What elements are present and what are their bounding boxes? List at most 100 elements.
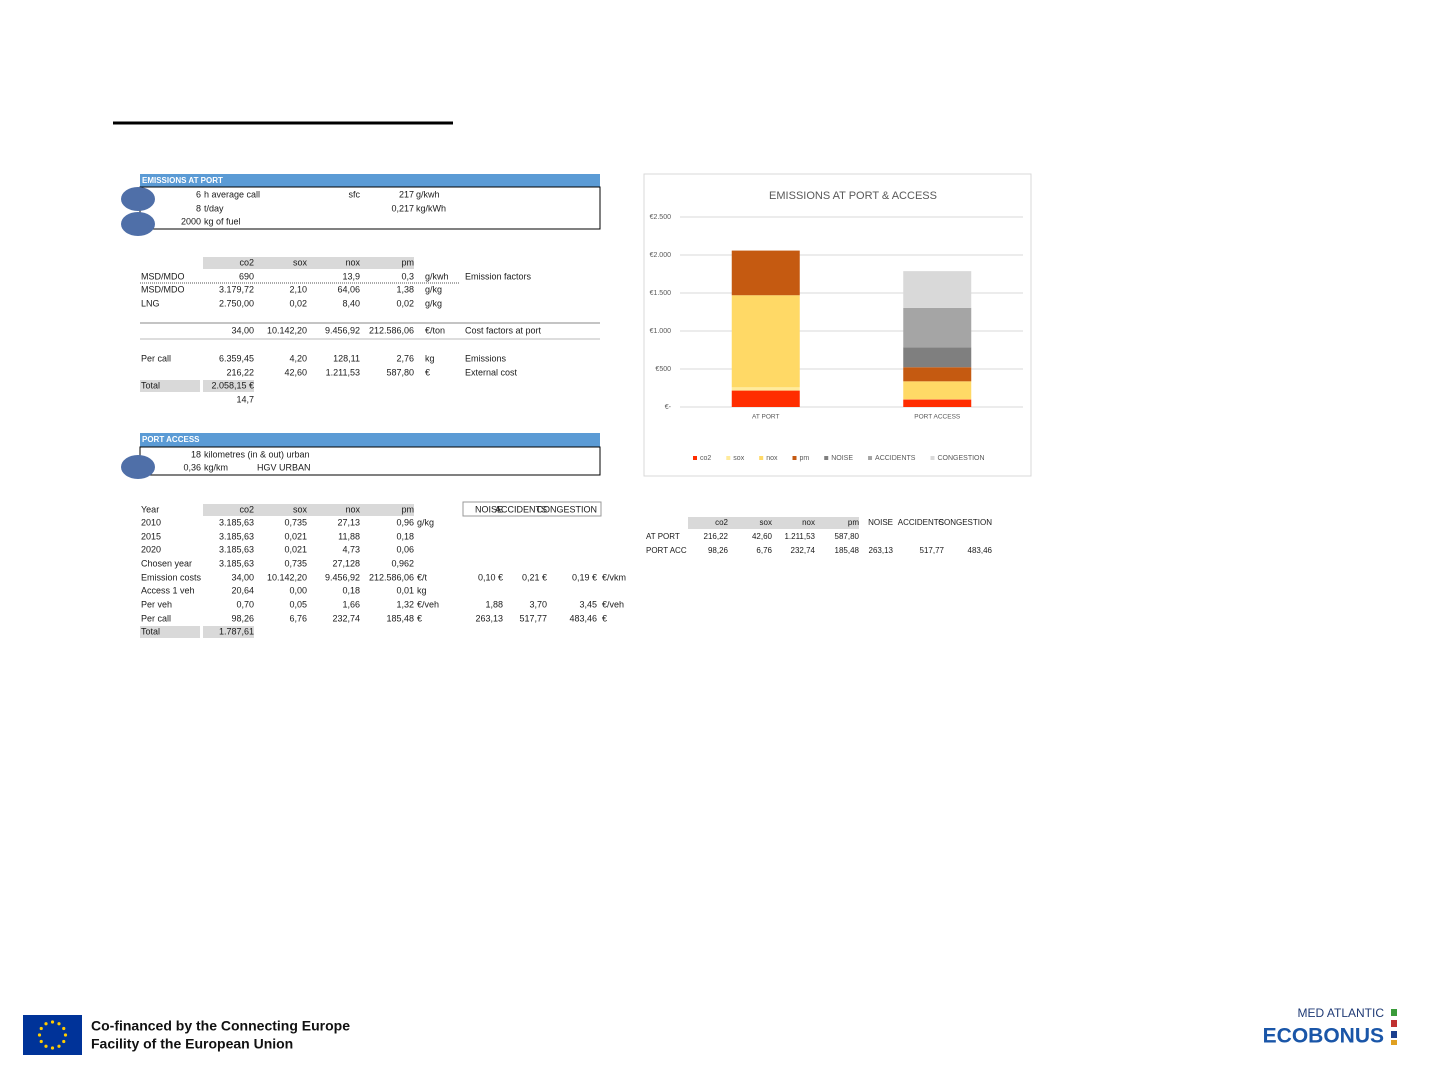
- legend-label: nox: [766, 455, 778, 462]
- logo-flag: [1391, 1040, 1397, 1045]
- flag-star: [62, 1026, 66, 1031]
- table-cell: 2020: [141, 544, 161, 554]
- table-cell: 42,60: [752, 532, 773, 541]
- column-header: co2: [239, 257, 254, 267]
- bar-segment: [731, 390, 800, 407]
- column-header: ACCIDENTS: [495, 504, 547, 514]
- table-cell: 42,60: [284, 367, 307, 377]
- table-cell: 2,10: [289, 284, 307, 294]
- table-cell: 10.142,20: [267, 325, 307, 335]
- section-header: PORT ACCESS: [142, 435, 200, 444]
- table-cell: 216,22: [704, 532, 729, 541]
- legend-label: sox: [733, 455, 744, 462]
- table-cell: 9.456,92: [325, 325, 360, 335]
- y-tick-label: €2.500: [650, 214, 672, 221]
- column-header: ACCIDENTS: [898, 518, 944, 527]
- table-cell: 3.179,72: [219, 284, 254, 294]
- table-cell: kg of fuel: [204, 216, 241, 226]
- logo-top: MED ATLANTIC: [1298, 1006, 1385, 1020]
- table-cell: 6: [196, 189, 201, 199]
- bar-segment: [903, 399, 972, 407]
- table-cell: 6.359,45: [219, 353, 254, 363]
- table-cell: 217: [399, 189, 414, 199]
- table-cell: 34,00: [231, 572, 254, 582]
- column-header: pm: [848, 518, 859, 527]
- bar-segment: [903, 399, 972, 400]
- flag-star: [57, 1044, 61, 1048]
- footer-text: Facility of the European Union: [91, 1036, 293, 1052]
- flag-star: [37, 1033, 42, 1037]
- table-cell: 232,74: [791, 546, 816, 555]
- table-cell: 0,10 €: [478, 572, 503, 582]
- legend-label: pm: [800, 455, 810, 462]
- table-cell: h average call: [204, 189, 260, 199]
- legend-label: CONGESTION: [937, 455, 984, 462]
- table-cell: 6,76: [756, 546, 772, 555]
- flag-star: [44, 1044, 48, 1048]
- table-cell: 3.185,63: [219, 544, 254, 554]
- logo-flag: [1391, 1020, 1397, 1027]
- table-cell: g/kg: [417, 517, 434, 527]
- column-header: nox: [802, 518, 815, 527]
- table-cell: sfc: [348, 189, 360, 199]
- table-cell: 2010: [141, 517, 161, 527]
- legend-swatch: [792, 456, 797, 460]
- table-cell: t/day: [204, 203, 224, 213]
- table-cell: Total: [141, 380, 160, 390]
- table-cell: 0,00: [289, 585, 307, 595]
- table-cell: 9.456,92: [325, 572, 360, 582]
- column-header: CONGESTION: [938, 518, 992, 527]
- table-cell: 3.185,63: [219, 531, 254, 541]
- table-cell: Per call: [141, 613, 171, 623]
- table-cell: 2,76: [396, 353, 414, 363]
- table-cell: 0,06: [396, 544, 414, 554]
- logo-main: ECOBONUS: [1263, 1025, 1384, 1048]
- bar-segment: [731, 250, 800, 296]
- table-cell: 517,77: [920, 546, 945, 555]
- table-cell: 98,26: [231, 613, 254, 623]
- table-cell: 0,19 €: [572, 572, 597, 582]
- table-cell: 263,13: [869, 546, 894, 555]
- table-cell: 587,80: [835, 532, 860, 541]
- total-shade: [203, 380, 254, 392]
- column-header: NOISE: [868, 518, 893, 527]
- header-shade: [203, 257, 414, 269]
- table-cell: 185,48: [835, 546, 860, 555]
- table-cell: 1,66: [342, 599, 360, 609]
- column-header: pm: [401, 504, 414, 514]
- column-header: CONGESTION: [536, 504, 597, 514]
- table-cell: 2015: [141, 531, 161, 541]
- column-header: co2: [715, 518, 728, 527]
- column-header: NOISE: [475, 504, 503, 514]
- table-cell: kilometres (in & out) urban: [204, 449, 310, 459]
- total-shade: [140, 626, 200, 638]
- column-header: pm: [401, 257, 414, 267]
- table-cell: 34,00: [231, 325, 254, 335]
- column-header: sox: [293, 504, 308, 514]
- table-cell: 0,02: [396, 298, 414, 308]
- y-tick-label: €500: [655, 366, 671, 373]
- table-cell: 0,735: [284, 517, 307, 527]
- section-header: EMISSIONS AT PORT: [142, 176, 223, 185]
- table-cell: 2.750,00: [219, 298, 254, 308]
- table-cell: 27,13: [337, 517, 360, 527]
- table-cell: kg: [425, 353, 435, 363]
- table-cell: kg: [417, 585, 427, 595]
- table-cell: 587,80: [386, 367, 414, 377]
- table-cell: 0,05: [289, 599, 307, 609]
- y-tick-label: €2.000: [650, 252, 672, 259]
- table-cell: 0,96: [396, 517, 414, 527]
- y-tick-label: €1.500: [650, 290, 672, 297]
- table-cell: 0,217: [391, 203, 414, 213]
- table-cell: 0,36: [183, 462, 201, 472]
- y-tick-label: €1.000: [650, 328, 672, 335]
- table-cell: 1.211,53: [326, 367, 360, 377]
- total-shade: [203, 626, 254, 638]
- column-header: nox: [345, 257, 360, 267]
- table-cell: 3.185,63: [219, 558, 254, 568]
- table-cell: 14,7: [236, 394, 254, 404]
- y-tick-label: €-: [665, 404, 672, 411]
- logo-flag: [1391, 1009, 1397, 1016]
- legend-label: NOISE: [831, 455, 853, 462]
- legend-swatch: [930, 456, 935, 460]
